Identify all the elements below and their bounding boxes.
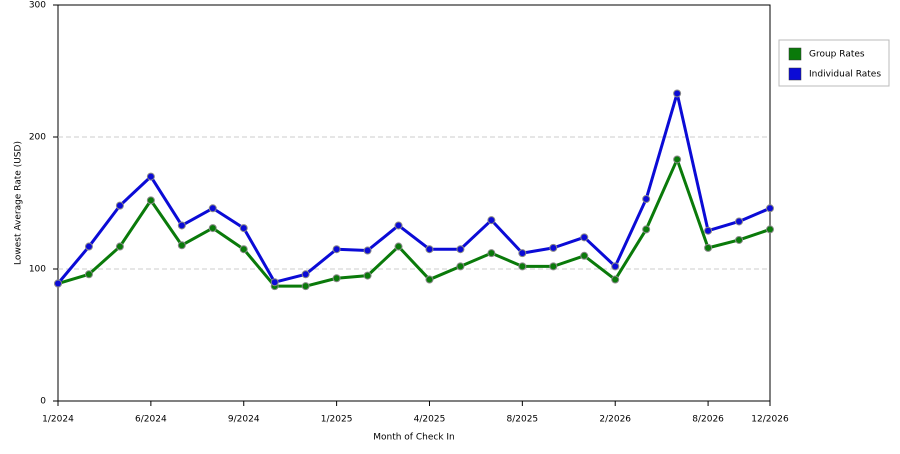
x-tick-label: 8/2026 [692,415,724,425]
data-point [456,262,465,271]
y-axis-label: Lowest Average Rate (USD) [14,141,24,265]
data-point [301,270,310,279]
plot-area [57,4,771,402]
x-tick-label: 1/2025 [321,415,353,425]
data-point [611,275,620,284]
y-tick-label: 100 [29,265,46,275]
data-point [735,217,744,226]
legend-label: Individual Rates [809,70,881,80]
data-point [84,242,93,251]
x-tick-label: 12/2026 [751,415,789,425]
data-point [611,262,620,271]
data-point [177,221,186,230]
data-point [394,221,403,230]
x-tick-label: 1/2024 [42,415,74,425]
data-point [332,245,341,254]
data-point [54,279,62,288]
data-point [177,241,186,250]
data-point [642,225,651,234]
data-point [580,233,589,242]
data-point [704,243,713,252]
data-point [146,196,155,205]
data-point [239,224,248,233]
x-axis-label: Month of Check In [373,433,455,443]
data-point [673,89,682,98]
x-tick-label: 2/2026 [599,415,631,425]
data-point [487,249,496,258]
data-point [425,275,434,284]
data-point [115,242,124,251]
y-tick-label: 300 [29,1,46,11]
data-point [456,245,465,254]
data-point [673,155,682,164]
y-tick-label: 200 [29,133,46,143]
data-point [549,243,558,252]
data-point [642,195,651,204]
data-point [301,282,310,291]
data-point [363,246,372,255]
data-point [425,245,434,254]
legend-swatch [788,67,802,81]
data-point [735,235,744,244]
x-tick-label: 9/2024 [228,415,260,425]
data-point [580,251,589,260]
data-point [518,262,527,271]
legend-label: Group Rates [809,50,865,60]
data-point [394,242,403,251]
data-point [549,262,558,271]
data-point [115,201,124,210]
data-point [208,224,217,233]
series-line [56,91,771,285]
data-point [208,204,217,213]
legend-swatch [788,47,802,61]
data-point [239,245,248,254]
data-point [332,274,341,283]
data-point [766,225,774,234]
data-point [363,271,372,280]
data-point [84,270,93,279]
data-point [518,249,527,258]
data-point [146,172,155,181]
x-tick-label: 6/2024 [135,415,167,425]
data-point [270,278,279,287]
data-point [766,204,774,213]
data-point [704,226,713,235]
x-tick-label: 8/2025 [507,415,539,425]
series-line [57,157,771,288]
x-tick-label: 4/2025 [414,415,446,425]
y-tick-label: 0 [40,397,46,407]
data-point [487,216,496,225]
